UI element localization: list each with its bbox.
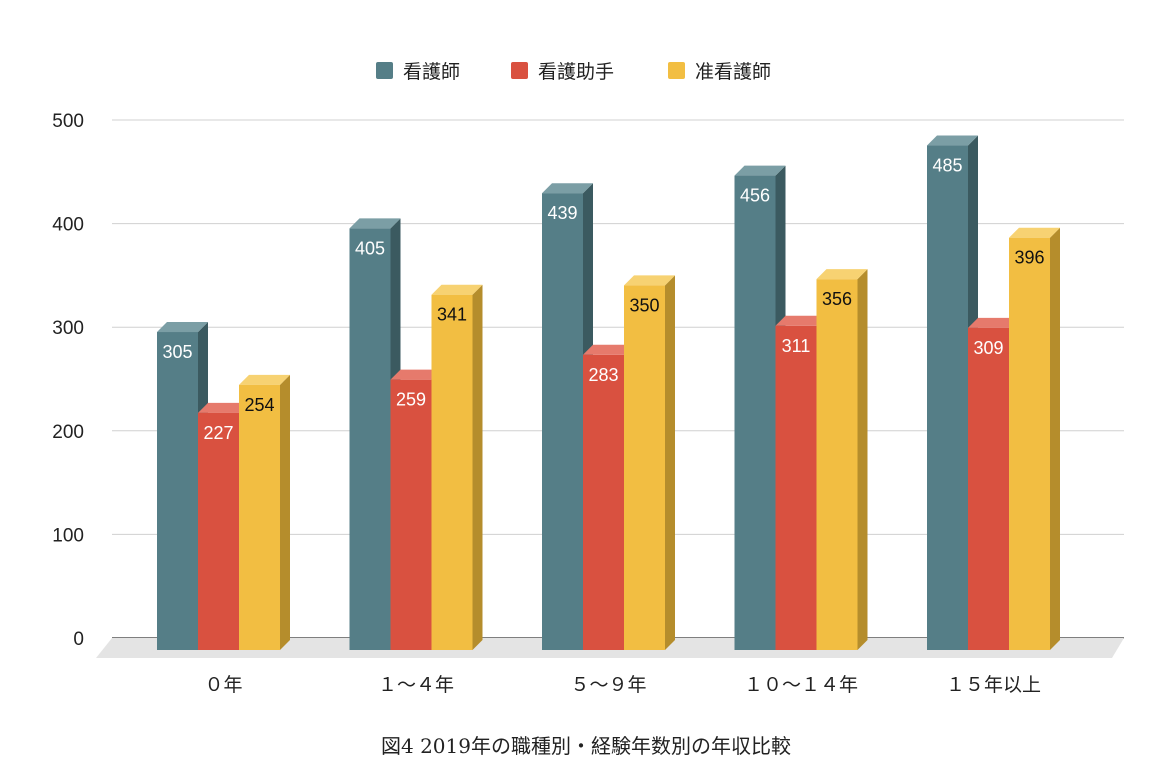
data-labels: 305 227 254 405 259 341 439 283 350 456 311 356 485 3… xyxy=(162,156,1044,443)
x-tick-label: １０～１４年 xyxy=(744,674,858,696)
bar-top xyxy=(1009,227,1060,238)
y-axis: 0 100 200 300 400 500 xyxy=(52,111,84,650)
bar-top xyxy=(390,369,442,380)
data-label: 356 xyxy=(822,289,852,309)
legend: 看護師 看護助手 准看護師 xyxy=(376,61,771,83)
bar xyxy=(542,193,583,651)
bar xyxy=(775,325,817,650)
data-label: 254 xyxy=(244,395,274,415)
bar xyxy=(624,285,665,650)
data-label: 227 xyxy=(203,423,233,443)
bar-top xyxy=(816,269,868,280)
y-tick-label: 100 xyxy=(52,525,84,546)
bar-top xyxy=(927,135,978,146)
legend-label: 准看護師 xyxy=(695,61,771,83)
figure-caption: 図4 2019年の職種別・経験年数別の年収比較 xyxy=(381,734,791,758)
legend-swatch xyxy=(376,62,393,79)
y-tick-label: 400 xyxy=(52,215,84,236)
bar-top xyxy=(157,322,208,333)
bar xyxy=(157,332,198,650)
data-label: 350 xyxy=(629,295,659,315)
bar xyxy=(968,327,1009,650)
bar xyxy=(349,228,391,651)
bar-side xyxy=(857,269,868,650)
data-label: 309 xyxy=(973,338,1003,358)
bar xyxy=(239,384,280,650)
bar xyxy=(1009,237,1050,650)
bar-top xyxy=(734,165,786,176)
legend-swatch xyxy=(668,62,685,79)
bar xyxy=(390,379,432,650)
legend-label: 看護師 xyxy=(403,61,460,83)
bar-side xyxy=(1050,227,1060,650)
x-tick-label: １５年以上 xyxy=(946,674,1041,696)
x-axis: ０年 １～４年 ５～９年 １０～１４年 １５年以上 xyxy=(204,674,1041,696)
data-label: 439 xyxy=(547,203,577,223)
y-tick-label: 300 xyxy=(52,318,84,339)
bar xyxy=(431,294,473,650)
bar xyxy=(734,175,776,651)
data-label: 259 xyxy=(396,390,426,410)
bar-side xyxy=(280,374,290,650)
y-tick-label: 0 xyxy=(73,629,84,650)
data-label: 405 xyxy=(355,238,385,258)
x-tick-label: ５～９年 xyxy=(570,674,646,696)
bar-side xyxy=(472,284,483,650)
data-label: 456 xyxy=(740,186,770,206)
bar-top xyxy=(624,275,675,286)
bar-top xyxy=(775,315,827,326)
chart: 305 227 254 405 259 341 439 283 350 456 311 356 485 3… xyxy=(52,61,1124,696)
y-tick-label: 200 xyxy=(52,422,84,443)
data-label: 311 xyxy=(782,336,811,356)
data-label: 396 xyxy=(1014,248,1044,268)
y-tick-label: 500 xyxy=(52,111,84,132)
bar-top xyxy=(239,374,290,385)
bar xyxy=(927,145,968,651)
data-label: 283 xyxy=(588,365,618,385)
legend-label: 看護助手 xyxy=(538,61,614,83)
bar-top xyxy=(431,284,483,295)
data-label: 485 xyxy=(932,156,962,176)
data-label: 305 xyxy=(162,342,192,362)
x-tick-label: ０年 xyxy=(204,674,242,696)
bar-top xyxy=(198,402,249,413)
bars xyxy=(157,135,1060,651)
bar-side xyxy=(665,275,675,650)
bar xyxy=(816,279,858,650)
bar-top xyxy=(968,317,1019,328)
bar-top xyxy=(349,218,401,229)
data-label: 341 xyxy=(437,305,467,325)
x-tick-label: １～４年 xyxy=(378,674,454,696)
bar xyxy=(583,354,624,650)
legend-swatch xyxy=(511,62,528,79)
bar-top xyxy=(542,183,593,194)
bar xyxy=(198,412,239,650)
bar-top xyxy=(583,344,634,355)
